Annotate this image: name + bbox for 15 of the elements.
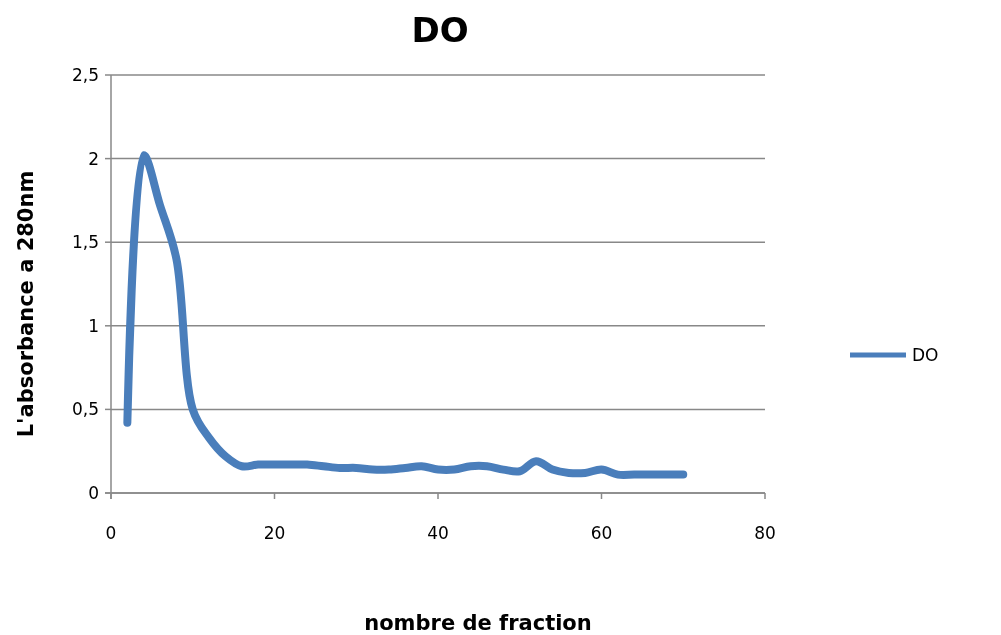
chart-title: DO	[411, 10, 469, 50]
legend-label: DO	[912, 344, 939, 365]
x-axis-title: nombre de fraction	[364, 611, 592, 635]
y-tick-label: 2,5	[71, 64, 99, 85]
x-tick-label: 40	[427, 523, 449, 543]
x-tick-label: 60	[590, 523, 613, 543]
x-tick-label: 0	[105, 523, 117, 543]
x-tick-label: 20	[263, 523, 286, 543]
y-tick-label: 0	[88, 482, 99, 503]
y-tick-label: 2	[88, 148, 99, 169]
y-axis-title: L'absorbance a 280nm	[14, 170, 38, 438]
x-tick-label: 80	[754, 523, 776, 543]
y-tick-label: 0,5	[71, 399, 99, 420]
y-tick-label: 1,5	[71, 232, 99, 253]
y-tick-label: 1	[88, 315, 99, 336]
